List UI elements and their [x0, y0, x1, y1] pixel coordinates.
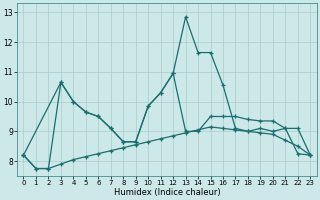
X-axis label: Humidex (Indice chaleur): Humidex (Indice chaleur) [114, 188, 220, 197]
